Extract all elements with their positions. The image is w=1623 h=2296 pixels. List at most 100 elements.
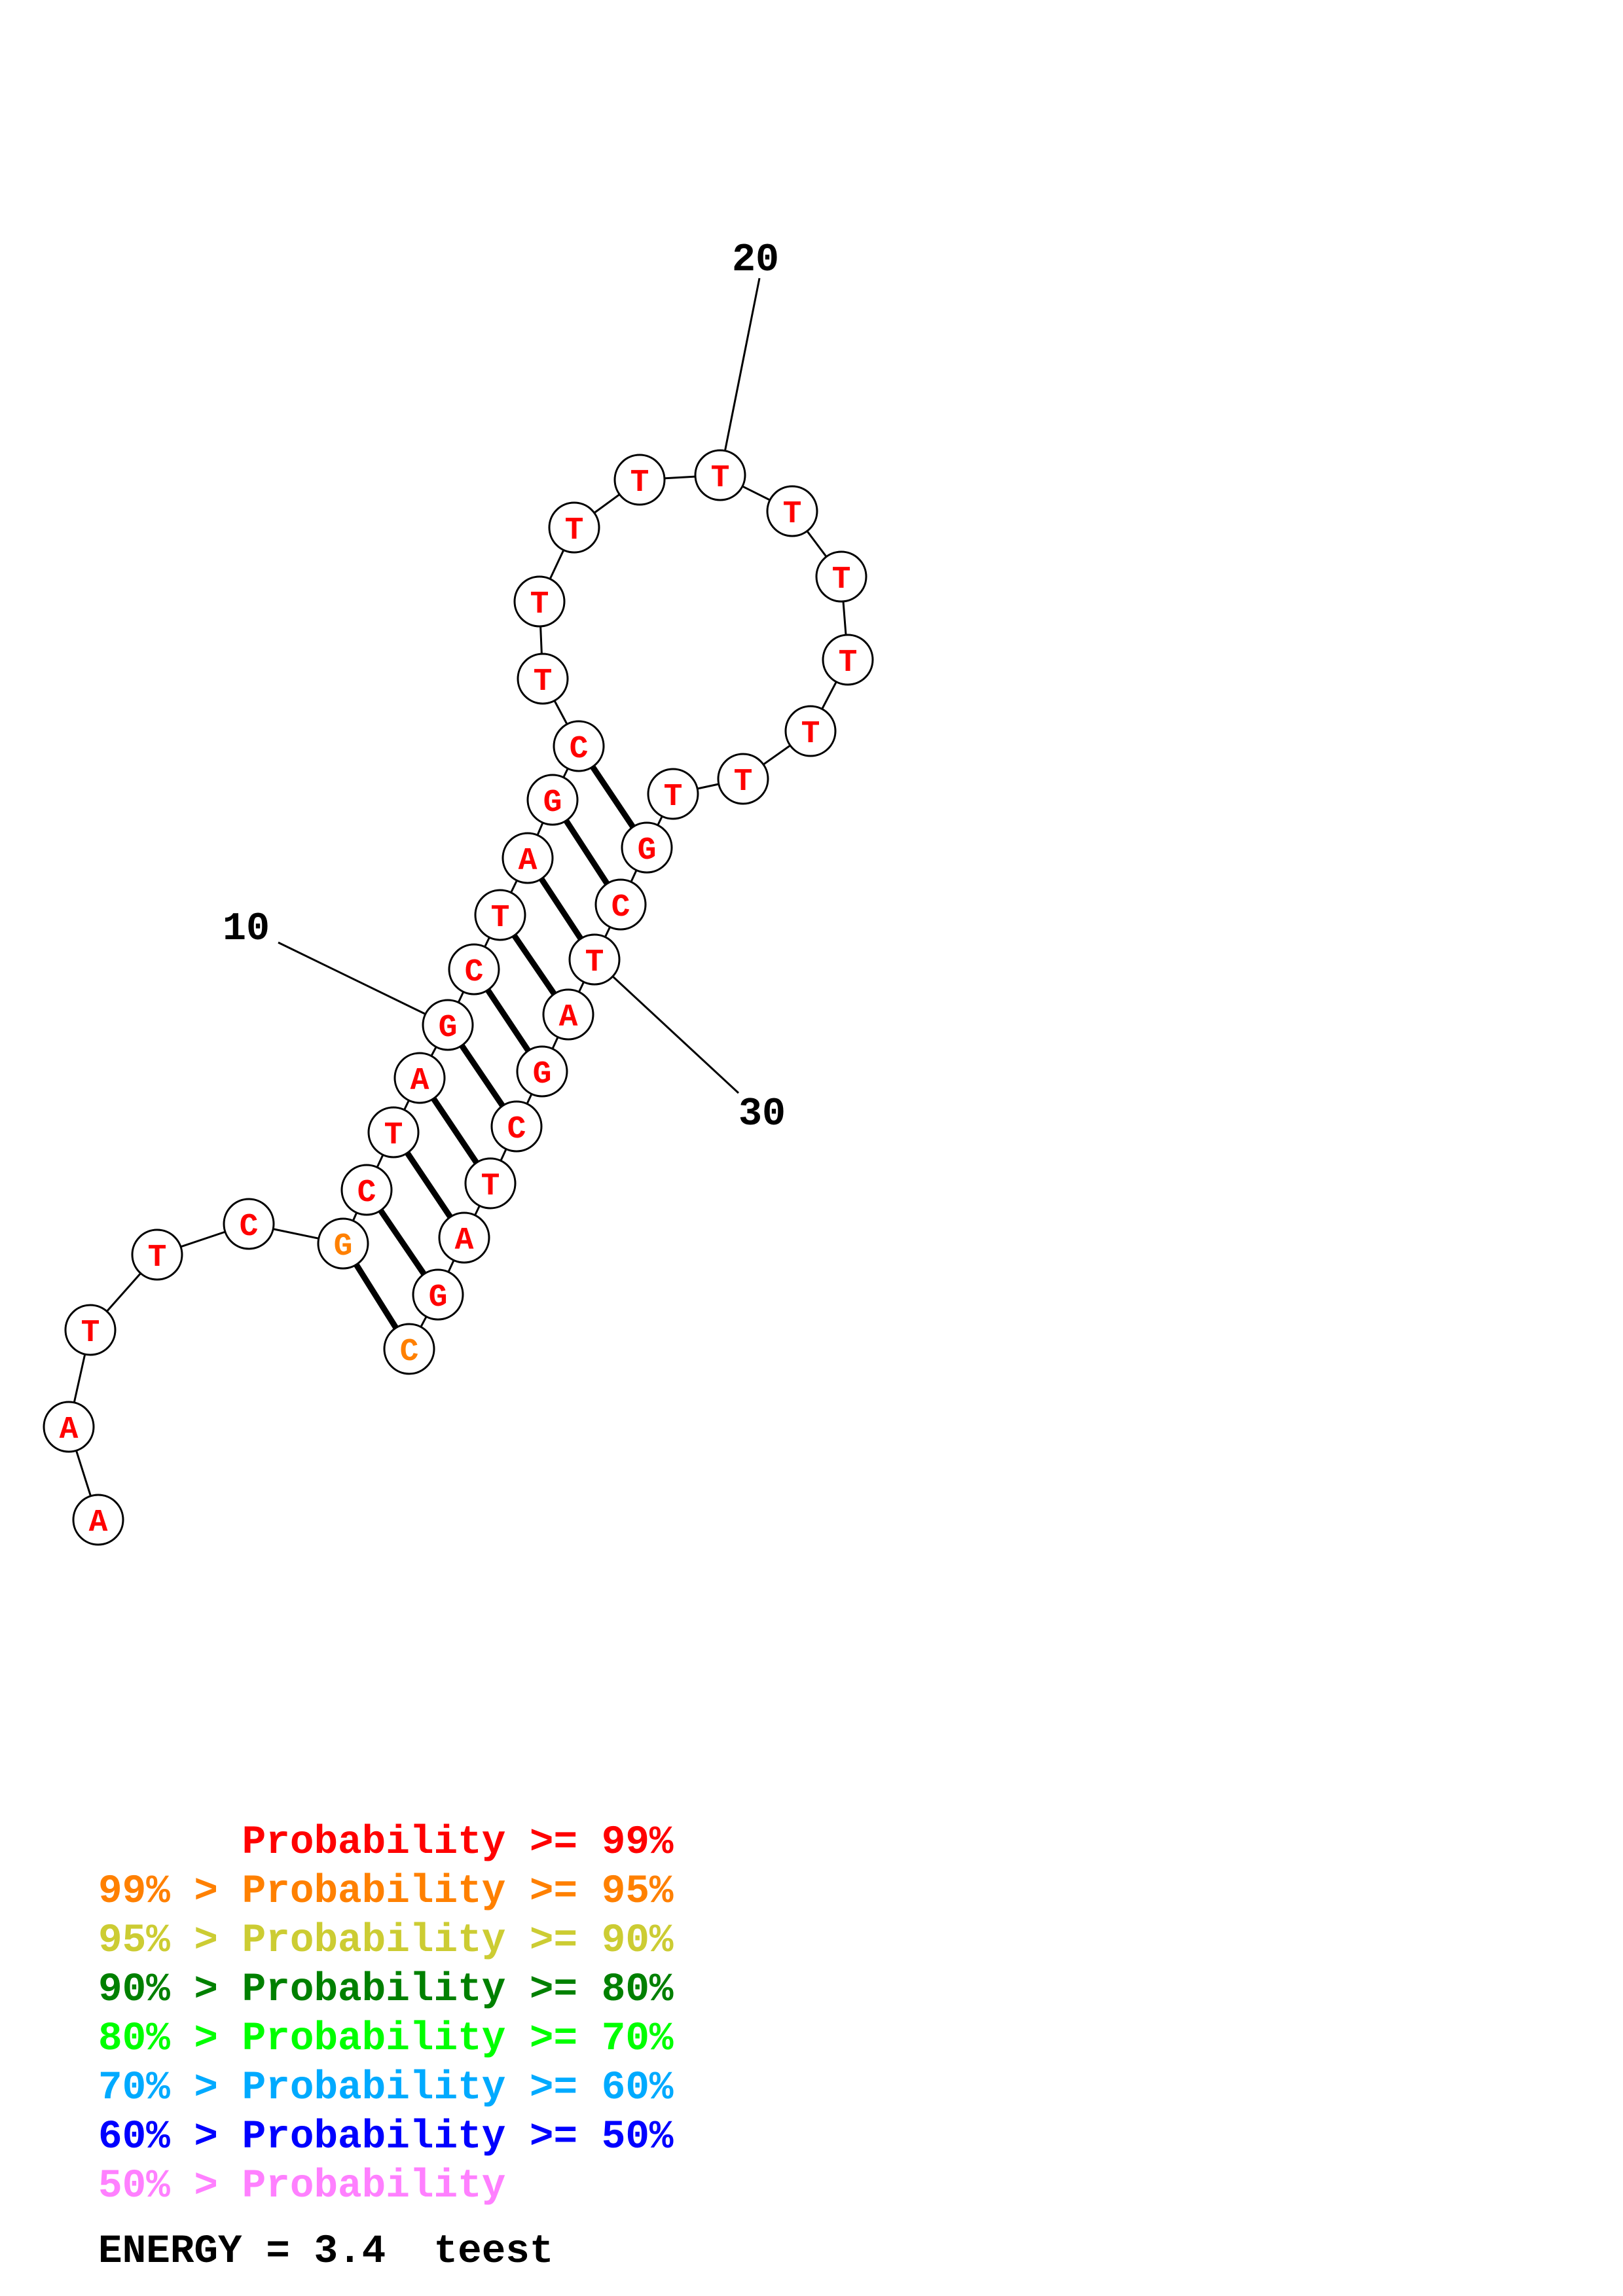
nucleotide-letter: T bbox=[534, 664, 553, 700]
nucleotide-letter: T bbox=[783, 497, 802, 532]
nucleotide-letter: A bbox=[89, 1505, 108, 1541]
nucleotide-letter: T bbox=[491, 901, 510, 936]
nucleotide-circle bbox=[438, 1211, 490, 1264]
nucleotide-letter: G bbox=[543, 785, 562, 821]
nucleotide-circle bbox=[526, 774, 579, 826]
nucleotide-circle bbox=[517, 653, 569, 705]
nucleotide-circle bbox=[553, 720, 605, 772]
nucleotide-circle bbox=[542, 988, 594, 1041]
nucleotide-circle bbox=[784, 705, 837, 757]
nucleotide-circle bbox=[613, 454, 666, 506]
nucleotide-letter: T bbox=[839, 645, 858, 681]
nucleotide-10: G bbox=[422, 999, 474, 1051]
nucleotide-circle bbox=[72, 1494, 124, 1546]
nucleotide-letter: T bbox=[530, 587, 549, 622]
nucleotide-letter: C bbox=[611, 890, 630, 925]
nucleotide-circle bbox=[568, 933, 621, 986]
nucleotide-letter: G bbox=[533, 1057, 552, 1092]
nucleotide-circle bbox=[490, 1100, 543, 1153]
nucleotide-2: A bbox=[43, 1401, 95, 1453]
nucleotide-letter: C bbox=[240, 1210, 259, 1245]
nucleotide-letter: A bbox=[60, 1412, 79, 1448]
nucleotide-circle bbox=[43, 1401, 95, 1453]
nucleotide-circle bbox=[340, 1164, 393, 1216]
nucleotide-letter: G bbox=[638, 833, 657, 869]
nucleotide-33: T bbox=[464, 1157, 517, 1210]
nucleotide-circle bbox=[516, 1045, 568, 1098]
nucleotide-13: A bbox=[501, 832, 554, 884]
base-pair-bond-13-29 bbox=[539, 877, 583, 941]
nucleotide-18: T bbox=[548, 501, 600, 554]
nucleotide-circle bbox=[694, 449, 746, 501]
nucleotide-circle bbox=[131, 1229, 183, 1281]
nucleotide-circle bbox=[422, 999, 474, 1051]
energy-label: ENERGY = 3.4 teest bbox=[98, 2229, 554, 2274]
nucleotide-22: T bbox=[815, 550, 867, 603]
nucleotide-16: T bbox=[517, 653, 569, 705]
legend-row-p90: 95% > Probability >= 90% bbox=[98, 1918, 674, 1964]
nucleotide-letter: G bbox=[439, 1011, 458, 1046]
legend-row-p80: 90% > Probability >= 80% bbox=[98, 1967, 674, 2013]
nucleotide-circle bbox=[822, 634, 874, 686]
nucleotide-24: T bbox=[784, 705, 837, 757]
nucleotide-3: T bbox=[64, 1304, 117, 1356]
nucleotide-circle bbox=[64, 1304, 117, 1356]
nucleotide-letter: G bbox=[334, 1229, 353, 1265]
base-pair-bond-12-30 bbox=[511, 933, 557, 996]
nucleotide-28: C bbox=[594, 878, 647, 931]
nucleotide-letter: T bbox=[585, 945, 604, 980]
nucleotide-letter: A bbox=[559, 1000, 578, 1035]
base-pair-bond-9-33 bbox=[431, 1097, 479, 1164]
nucleotide-circle bbox=[393, 1052, 446, 1104]
nucleotide-circle bbox=[501, 832, 554, 884]
nucleotide-circle bbox=[464, 1157, 517, 1210]
nucleotide-25: T bbox=[717, 753, 769, 805]
nucleotide-letter: T bbox=[630, 465, 649, 501]
nucleotide-7: C bbox=[340, 1164, 393, 1216]
nucleotide-circle bbox=[513, 575, 566, 628]
nucleotide-19: T bbox=[613, 454, 666, 506]
nucleotide-letter: C bbox=[570, 732, 589, 767]
nucleotide-4: T bbox=[131, 1229, 183, 1281]
legend-row-p95: 99% > Probability >= 95% bbox=[98, 1869, 674, 1914]
nucleotide-circle bbox=[317, 1217, 369, 1270]
base-pair-bond-15-27 bbox=[590, 765, 636, 829]
nucleotide-30: A bbox=[542, 988, 594, 1041]
nucleotide-12: T bbox=[474, 889, 526, 941]
nucleotide-6: G bbox=[317, 1217, 369, 1270]
nucleotide-20: T bbox=[694, 449, 746, 501]
tick-line-10 bbox=[278, 941, 448, 1026]
nucleotide-letter: T bbox=[148, 1240, 167, 1276]
nucleotide-letter: T bbox=[711, 461, 730, 496]
base-pair-bond-11-31 bbox=[485, 988, 531, 1052]
nucleotide-21: T bbox=[766, 485, 818, 537]
nucleotide-8: T bbox=[367, 1106, 420, 1158]
nucleotide-letter: C bbox=[507, 1112, 526, 1147]
base-pair-bonds bbox=[354, 765, 636, 1330]
nucleotide-circle bbox=[412, 1268, 464, 1321]
nucleotide-circle bbox=[548, 501, 600, 554]
legend-row-p60: 70% > Probability >= 60% bbox=[98, 2066, 674, 2111]
nucleotide-letter: T bbox=[832, 562, 851, 598]
nucleotide-letter: C bbox=[357, 1175, 376, 1211]
nucleotide-14: G bbox=[526, 774, 579, 826]
nucleotide-5: C bbox=[223, 1198, 275, 1250]
nucleotide-letter: T bbox=[801, 717, 820, 752]
base-pair-bond-6-36 bbox=[354, 1263, 399, 1330]
base-pair-bond-7-35 bbox=[378, 1208, 427, 1276]
nucleotide-circle bbox=[621, 821, 673, 874]
nucleotide-circle bbox=[474, 889, 526, 941]
nucleotide-letter: T bbox=[481, 1169, 500, 1204]
nucleotide-27: G bbox=[621, 821, 673, 874]
nucleotide-letter: A bbox=[519, 844, 538, 879]
nucleotide-letter: T bbox=[734, 764, 753, 800]
legend-row-p70: 80% > Probability >= 70% bbox=[98, 2017, 674, 2062]
position-label-30: 30 bbox=[739, 1092, 786, 1137]
nucleotide-15: C bbox=[553, 720, 605, 772]
legend-row-p50: 60% > Probability >= 50% bbox=[98, 2115, 674, 2160]
position-label-20: 20 bbox=[732, 238, 779, 283]
nucleotide-circle bbox=[766, 485, 818, 537]
nucleotide-letter: G bbox=[429, 1280, 448, 1316]
nucleotide-34: A bbox=[438, 1211, 490, 1264]
nucleotide-26: T bbox=[647, 768, 699, 820]
